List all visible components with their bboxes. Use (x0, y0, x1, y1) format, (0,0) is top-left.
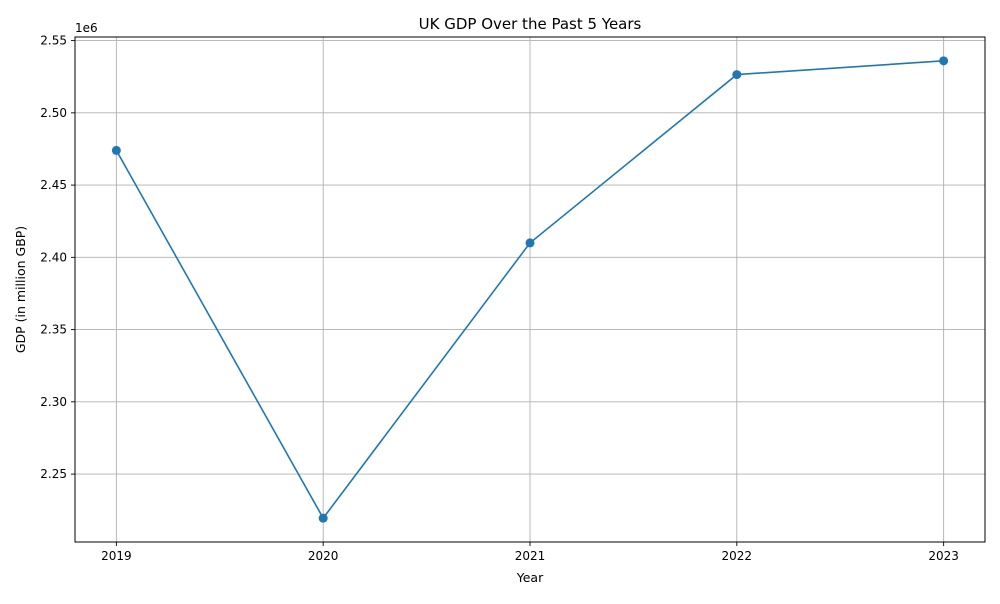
x-tick-label: 2020 (308, 549, 339, 563)
y-tick-label: 2.35 (40, 323, 67, 337)
x-tick-label: 2021 (515, 549, 546, 563)
y-tick-label: 2.30 (40, 395, 67, 409)
x-axis-label: Year (516, 570, 544, 585)
data-point (111, 145, 121, 155)
y-axis-offset-text: 1e6 (75, 21, 98, 35)
y-tick-label: 2.40 (40, 250, 67, 264)
grid (75, 37, 985, 542)
y-tick-label: 2.25 (40, 467, 67, 481)
data-point (318, 513, 328, 523)
x-tick-label: 2022 (722, 549, 753, 563)
y-tick-label: 2.50 (40, 106, 67, 120)
data-point (939, 56, 949, 66)
data-point (525, 238, 535, 248)
x-tick-label: 2023 (928, 549, 959, 563)
data-point (732, 70, 742, 80)
y-tick-label: 2.55 (40, 34, 67, 48)
y-axis-label: GDP (in million GBP) (13, 226, 28, 353)
chart-title: UK GDP Over the Past 5 Years (419, 15, 642, 33)
x-tick-label: 2019 (101, 549, 132, 563)
y-tick-label: 2.45 (40, 178, 67, 192)
series-layer (111, 56, 949, 523)
ticks: 2019 2020 2021 2022 2023 2.25 2.30 2.35 2.40 2.45… (40, 34, 959, 563)
